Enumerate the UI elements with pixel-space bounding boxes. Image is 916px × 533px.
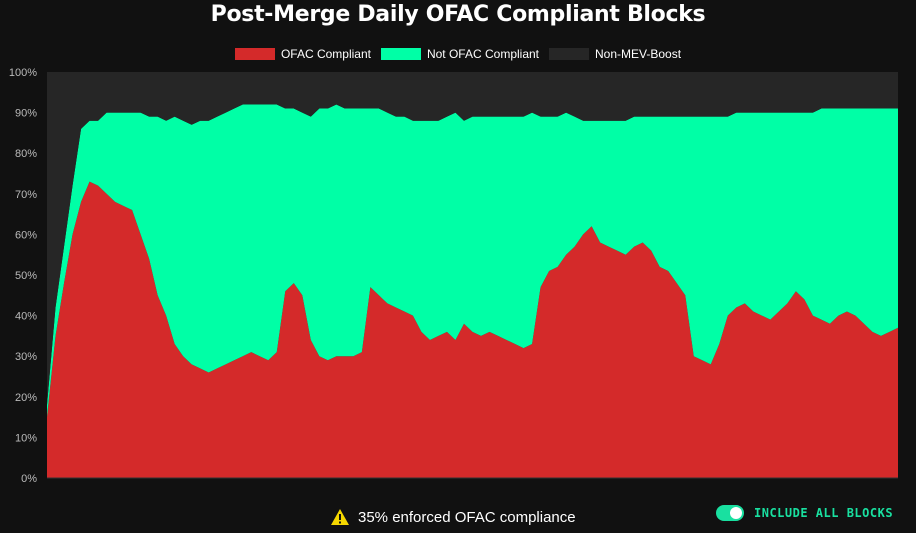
legend-label-non-mev: Non-MEV-Boost xyxy=(595,47,682,61)
y-tick-label: 10% xyxy=(15,432,37,444)
include-all-blocks-label[interactable]: INCLUDE ALL BLOCKS xyxy=(754,506,894,520)
y-tick-label: 60% xyxy=(15,229,37,241)
legend-swatch-non-mev xyxy=(549,48,590,60)
legend-label-ofac: OFAC Compliant xyxy=(280,47,371,61)
compliance-note: 35% enforced OFAC compliance xyxy=(330,508,576,526)
include-all-blocks-control: INCLUDE ALL BLOCKS xyxy=(716,505,893,521)
series-area-non-mev-boost[interactable] xyxy=(47,72,898,405)
y-tick-label: 40% xyxy=(15,311,37,323)
include-all-blocks-toggle[interactable] xyxy=(716,505,744,521)
legend-swatch-not-ofac xyxy=(380,48,421,60)
y-tick-label: 20% xyxy=(15,392,37,404)
series-area-ofac-compliant[interactable] xyxy=(47,181,898,478)
y-tick-label: 50% xyxy=(15,270,37,282)
series-area-not-ofac-compliant[interactable] xyxy=(47,104,898,418)
y-tick-label: 100% xyxy=(9,67,37,79)
chart-legend: OFAC Compliant Not OFAC Compliant Non-ME… xyxy=(0,47,916,61)
y-tick-label: 30% xyxy=(15,351,37,363)
legend-item-non-mev[interactable]: Non-MEV-Boost xyxy=(549,47,681,61)
plot-area xyxy=(47,72,898,479)
y-tick-label: 80% xyxy=(15,148,37,160)
legend-swatch-ofac xyxy=(234,48,275,60)
y-tick-label: 70% xyxy=(15,189,37,201)
y-axis: 0% 10% 20% 30% 40% 50% 60% 70% 80% 90% 100% xyxy=(9,67,37,485)
compliance-note-text: 35% enforced OFAC compliance xyxy=(358,508,576,526)
chart-title: Post-Merge Daily OFAC Compliant Blocks xyxy=(210,2,706,27)
legend-item-not-ofac[interactable]: Not OFAC Compliant xyxy=(380,47,540,61)
legend-item-ofac[interactable]: OFAC Compliant xyxy=(234,47,371,61)
y-tick-label: 90% xyxy=(15,108,37,120)
toggle-knob xyxy=(730,507,742,519)
legend-label-not-ofac: Not OFAC Compliant xyxy=(426,47,540,61)
warning-icon xyxy=(331,509,349,525)
y-tick-label: 0% xyxy=(21,473,37,485)
